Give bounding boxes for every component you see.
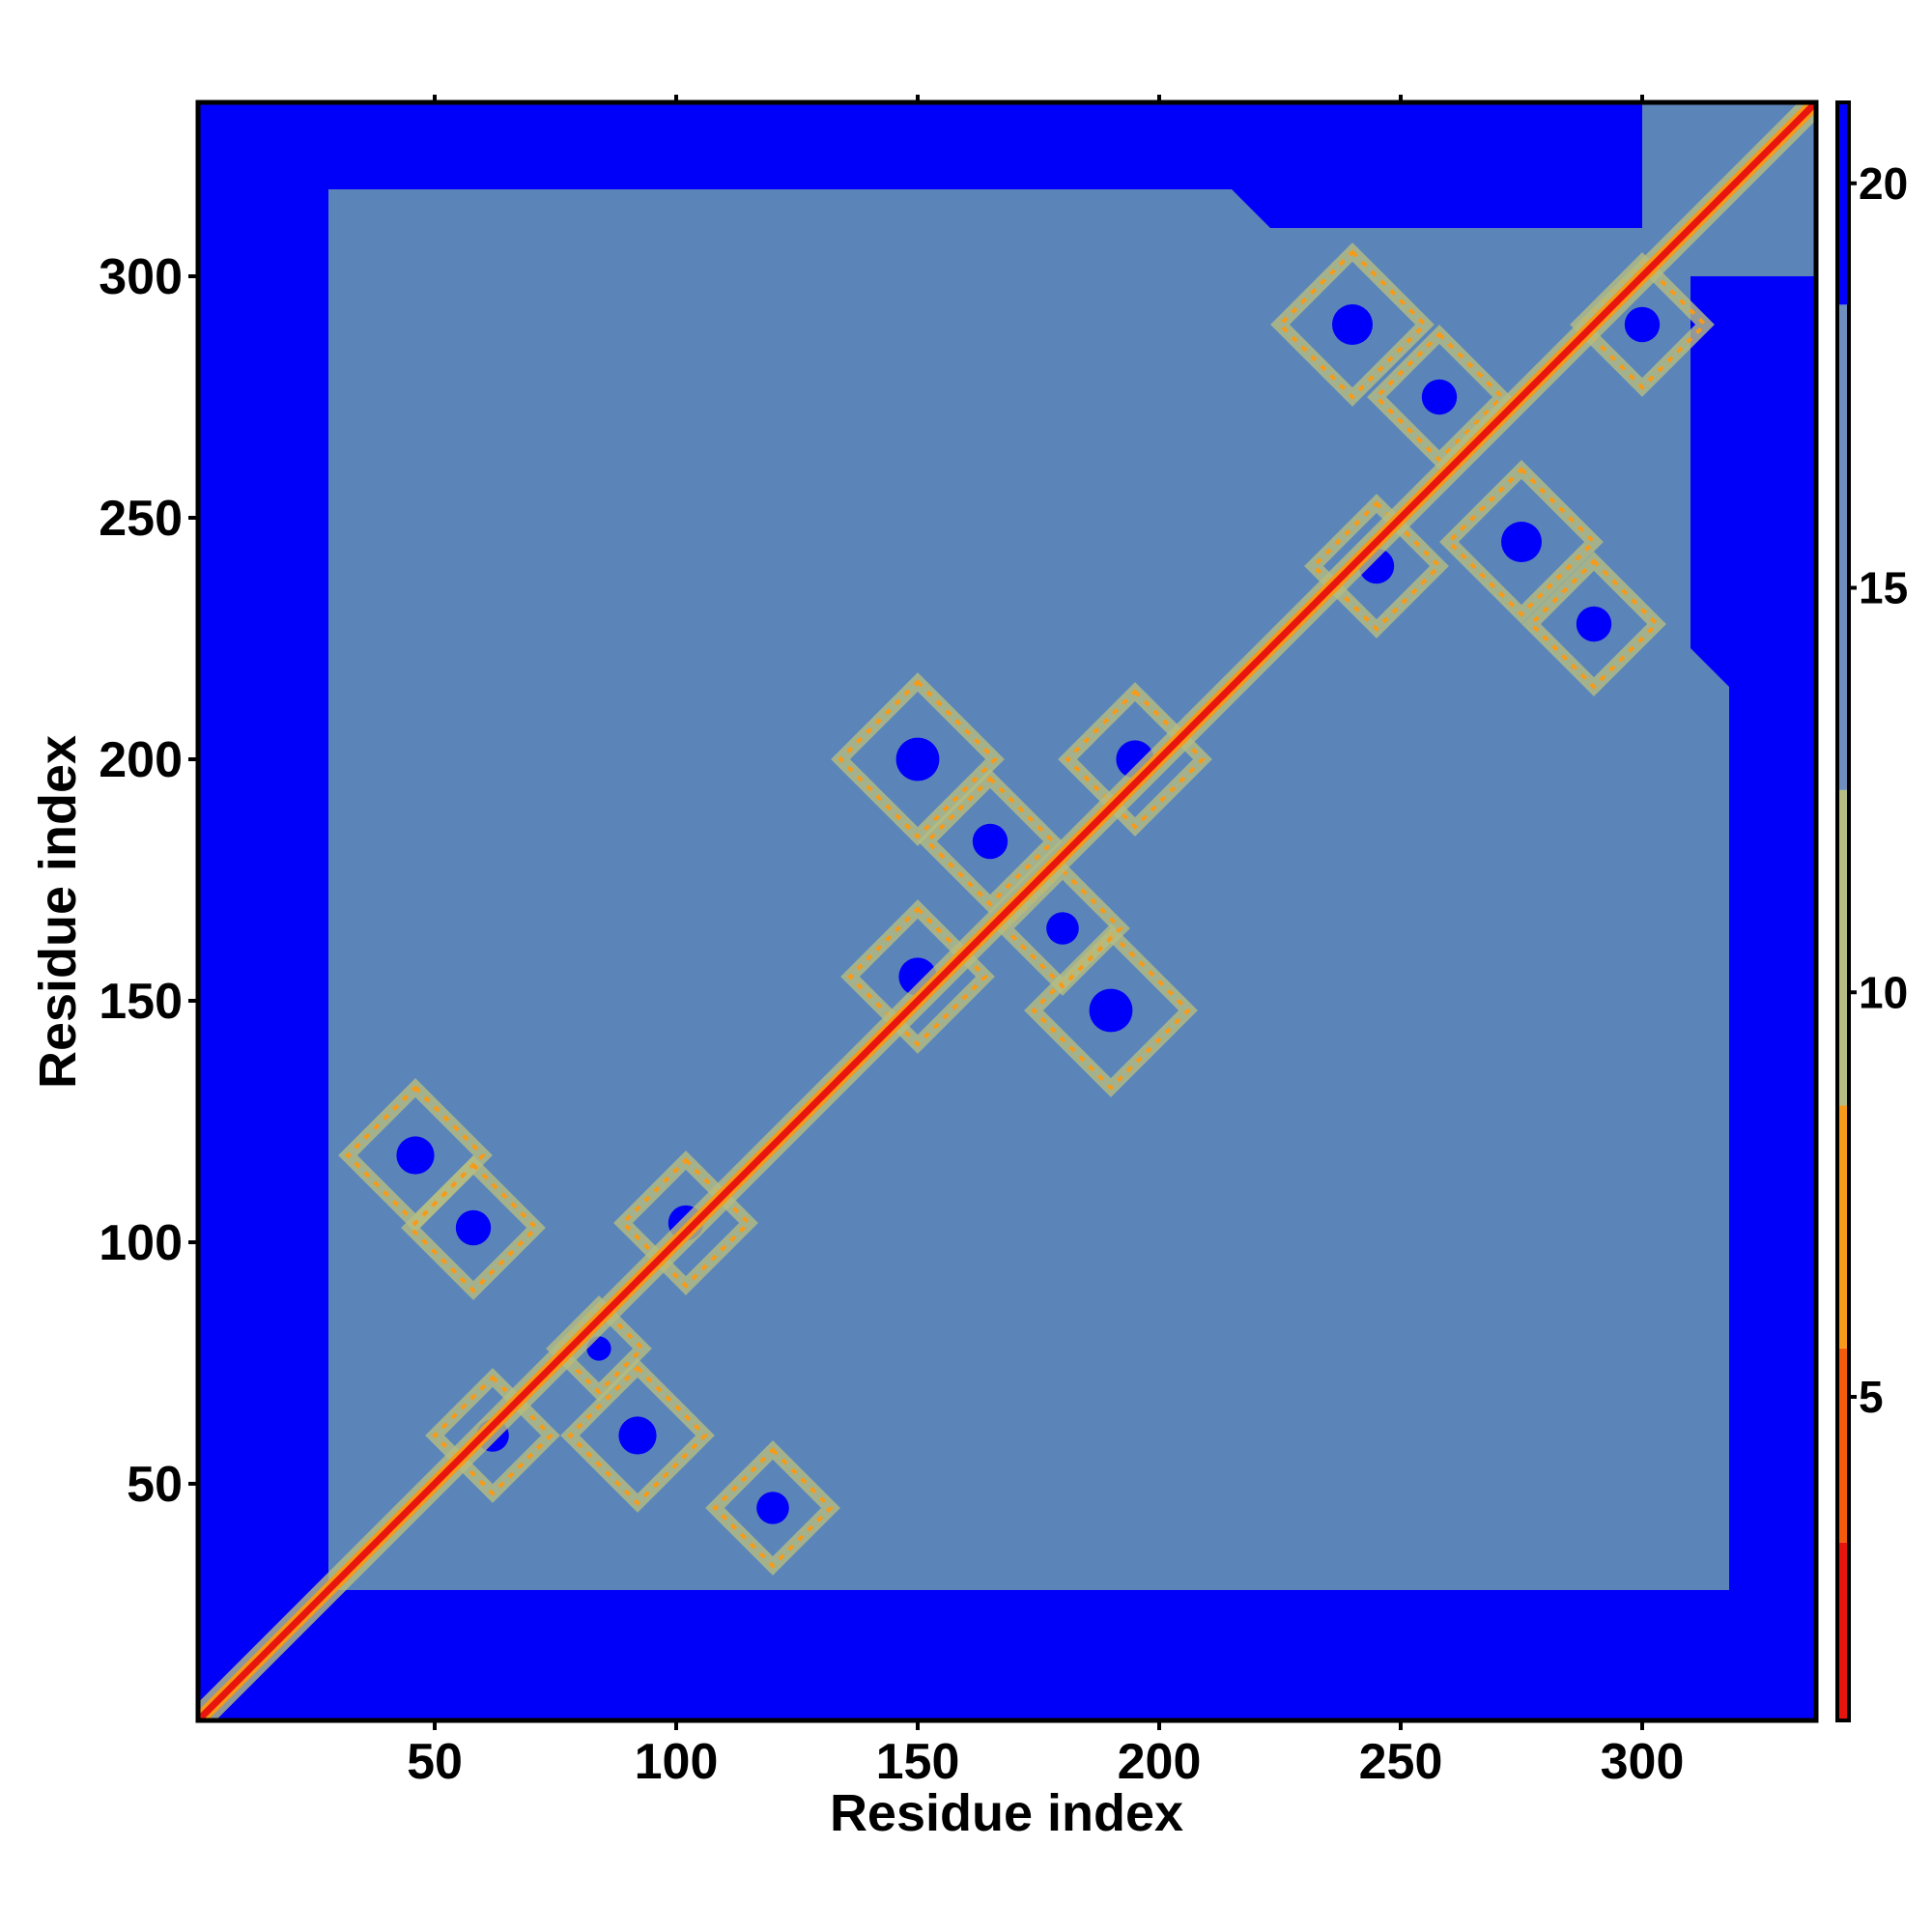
y-tick-label: 200 <box>99 732 183 788</box>
colorbar-tick-label: 10 <box>1859 967 1908 1017</box>
contact-gap <box>455 1209 492 1246</box>
strand-pairing <box>1577 259 1708 390</box>
x-tick-label: 300 <box>1601 1734 1685 1790</box>
strand-pairing <box>847 906 988 1047</box>
x-tick-label: 50 <box>407 1734 463 1790</box>
y-tick-label: 100 <box>99 1215 183 1271</box>
colorbar-tick-label: 5 <box>1859 1372 1884 1422</box>
colorbar-tick-label: 15 <box>1859 563 1908 613</box>
strand-pairing <box>1277 249 1428 400</box>
y-axis-title: Residue index <box>29 735 87 1089</box>
x-tick-label: 200 <box>1118 1734 1202 1790</box>
contact-gap <box>756 1492 789 1524</box>
colorbar-band <box>1837 1105 1849 1349</box>
colorbar: 5 10 15 20 <box>1835 100 1908 1722</box>
y-tick-label: 150 <box>99 974 183 1030</box>
contact-gap <box>1421 379 1458 415</box>
strand-pairing <box>924 776 1056 907</box>
strand-pairing <box>408 1162 539 1293</box>
colorbar-tick-label: 20 <box>1859 158 1908 209</box>
colorbar-band <box>1837 789 1849 1106</box>
x-tick-label: 100 <box>635 1734 719 1790</box>
contact-gap <box>1501 522 1542 562</box>
strand-pairing <box>1031 930 1191 1091</box>
strand-pairing <box>432 1375 554 1496</box>
contact-gap <box>1046 912 1079 945</box>
strand-pairing <box>1311 500 1442 632</box>
y-tick-label: 300 <box>99 249 183 305</box>
colorbar-band <box>1837 1348 1849 1543</box>
colorbar-frame <box>1835 100 1851 1722</box>
strand-pairing <box>1528 558 1660 690</box>
contact-gap <box>1332 304 1373 345</box>
contact-gap <box>1576 606 1612 642</box>
contact-gap <box>1624 306 1661 343</box>
contact-gap <box>895 737 940 781</box>
colorbar-band <box>1837 1542 1849 1720</box>
contact-gap <box>972 823 1009 860</box>
diagonal-core <box>198 102 1816 1720</box>
contact-gap <box>396 1136 435 1175</box>
x-axis: 50 100 150 200 250 300 <box>407 95 1684 1790</box>
contact-gap <box>1089 988 1133 1033</box>
colorbar-band <box>1837 304 1849 790</box>
strand-pairing <box>1374 331 1505 463</box>
strand-pairing <box>838 679 998 839</box>
colorbar-band <box>1837 102 1849 305</box>
heatmap-layer <box>198 102 1816 1720</box>
contact-gap <box>618 1416 657 1455</box>
y-tick-label: 50 <box>127 1457 183 1513</box>
strand-pairing <box>712 1447 834 1569</box>
y-axis: 50 100 150 200 250 300 <box>99 249 198 1513</box>
plot-frame <box>195 99 1819 1723</box>
strand-pairing <box>1446 467 1597 617</box>
x-tick-label: 250 <box>1359 1734 1443 1790</box>
x-axis-title: Residue index <box>830 1784 1183 1842</box>
y-tick-label: 250 <box>99 491 183 547</box>
strand-pairing <box>1065 689 1206 830</box>
x-tick-label: 150 <box>876 1734 960 1790</box>
strand-pairing <box>567 1365 708 1506</box>
